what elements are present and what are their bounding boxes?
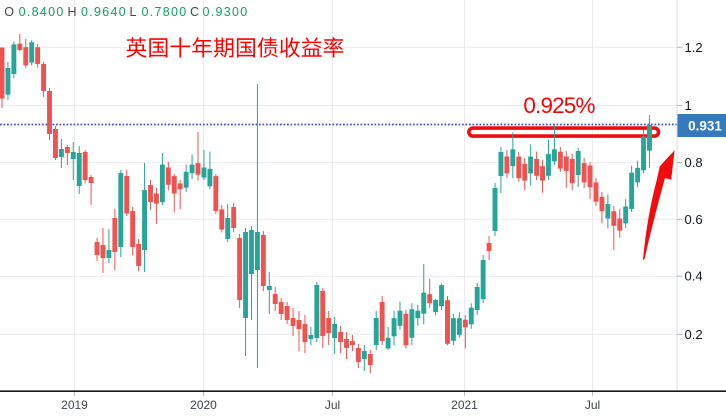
svg-text:0.9640: 0.9640 (81, 5, 127, 19)
svg-text:0.6: 0.6 (685, 212, 703, 227)
svg-text:L: L (130, 5, 137, 19)
svg-text:0.8: 0.8 (685, 155, 703, 170)
svg-text:C: C (190, 5, 199, 19)
svg-text:0.7800: 0.7800 (142, 5, 188, 19)
svg-text:2021: 2021 (451, 398, 478, 412)
svg-text:0.931: 0.931 (688, 118, 722, 133)
svg-text:0.4: 0.4 (685, 269, 703, 284)
svg-text:0.2: 0.2 (685, 327, 703, 342)
svg-text:2020: 2020 (190, 398, 217, 412)
svg-text:O: O (4, 5, 14, 19)
svg-text:2019: 2019 (61, 398, 88, 412)
svg-text:1.2: 1.2 (685, 40, 703, 55)
svg-text:H: H (68, 5, 77, 19)
svg-text:0.8400: 0.8400 (19, 5, 65, 19)
svg-text:0.9300: 0.9300 (203, 5, 249, 19)
svg-text:Jul: Jul (585, 398, 600, 412)
svg-text:1: 1 (685, 98, 692, 113)
svg-text:0.925%: 0.925% (523, 93, 595, 118)
svg-text:Jul: Jul (325, 398, 340, 412)
